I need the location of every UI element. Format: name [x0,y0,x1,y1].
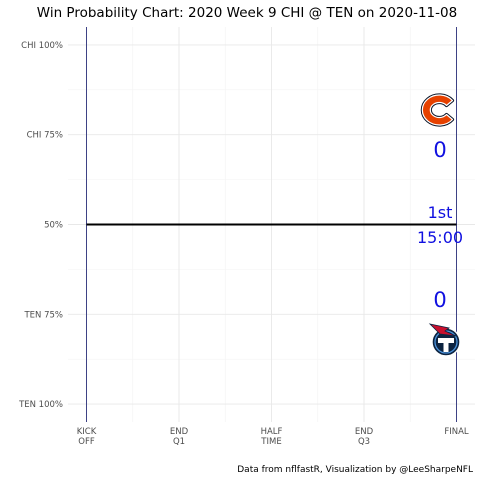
bears-c-fill [421,94,454,126]
y-axis-ticks: CHI 100% CHI 75% 50% TEN 75% TEN 100% [18,41,63,410]
x-tick-label-line: OFF [78,437,95,447]
game-clock: 15:00 [417,228,463,247]
game-state-annotations: 0 1st 15:00 0 [417,93,463,357]
x-tick-label-line: HALF [261,427,283,437]
chicago-bears-logo [420,93,455,127]
x-tick-label: HALF TIME [260,427,282,447]
chart-title: Win Probability Chart: 2020 Week 9 CHI @… [37,5,457,21]
titans-logo-t [438,338,454,352]
y-tick-label: CHI 75% [27,131,63,141]
x-tick-label-line: TIME [260,437,281,447]
x-tick-label-line: KICK [77,427,97,437]
x-tick-label-line: FINAL [444,427,469,437]
titans-logo-inner-ring [434,330,458,354]
away-score: 0 [433,138,446,162]
x-tick-label: END Q1 [170,427,189,447]
y-tick-label: TEN 75% [23,310,63,320]
y-tick-label: TEN 100% [18,400,63,410]
x-tick-label-line: Q3 [358,437,370,447]
x-tick-label: FINAL [444,427,469,437]
y-tick-label: CHI 100% [21,41,63,51]
x-tick-label-line: END [170,427,189,437]
x-tick-label: END Q3 [355,427,374,447]
titans-logo-flame [428,323,457,337]
x-tick-label-line: Q1 [173,437,185,447]
home-score: 0 [433,288,446,312]
y-tick-label: 50% [44,221,63,231]
x-tick-label: KICK OFF [77,427,97,447]
tennessee-titans-logo [428,323,461,357]
x-tick-label-line: END [355,427,374,437]
chart-caption: Data from nflfastR, Visualization by @Le… [237,465,473,475]
quarter-label: 1st [428,203,453,222]
